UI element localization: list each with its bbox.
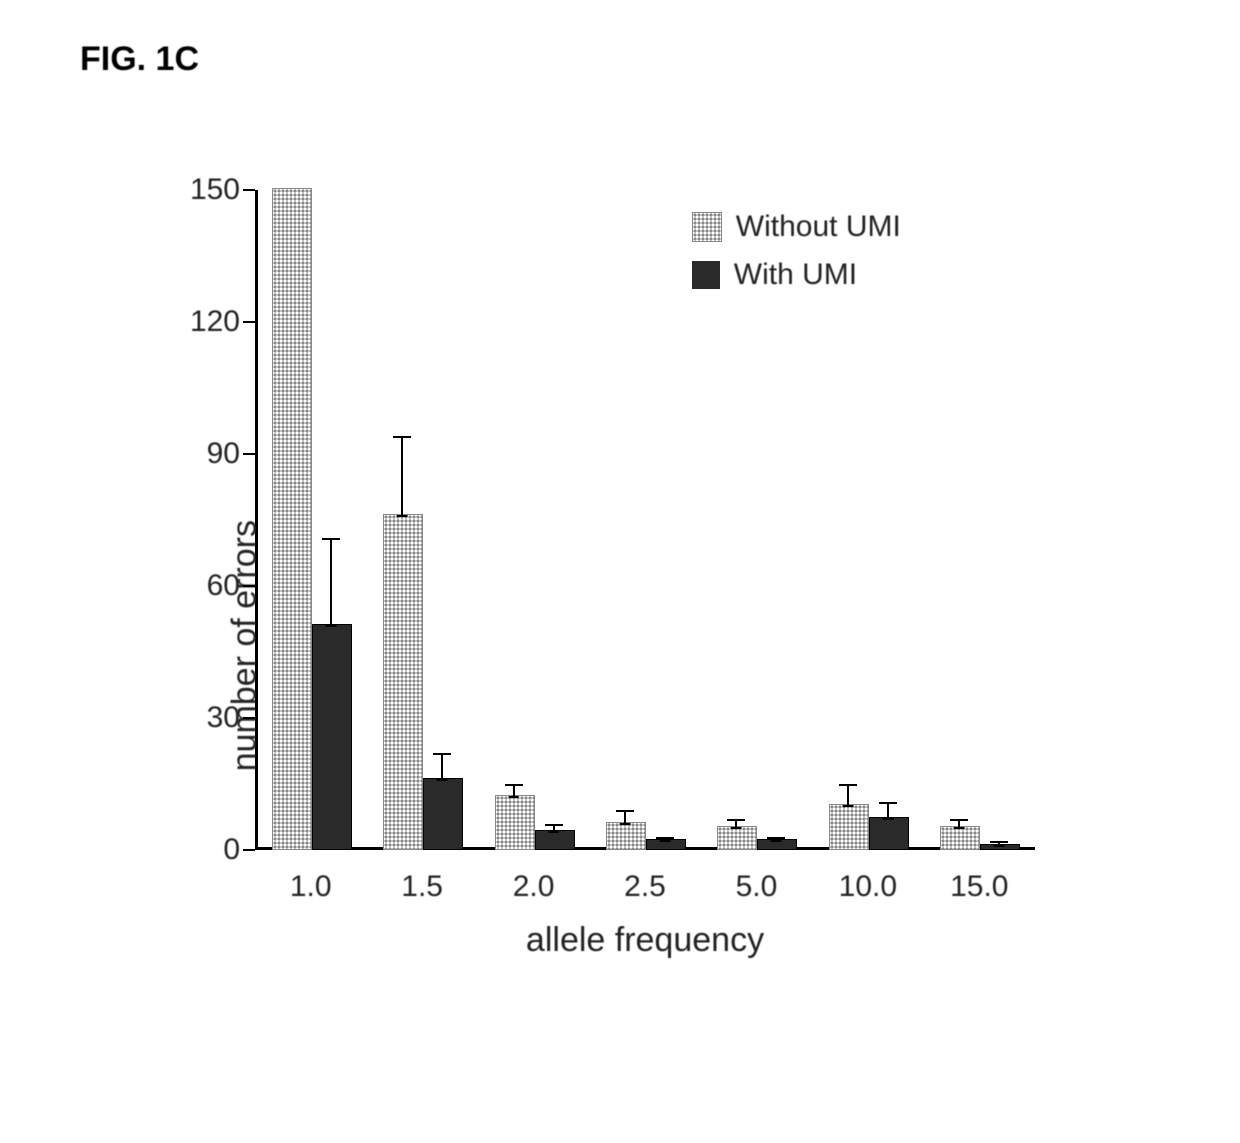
page: { "figure_label": "FIG. 1C", "chart": { … bbox=[0, 0, 1240, 1143]
error-bar-cap bbox=[397, 515, 408, 517]
legend-swatch-without-umi bbox=[692, 212, 722, 242]
error-bar-cap bbox=[620, 823, 631, 825]
y-tick-label: 0 bbox=[185, 833, 240, 867]
bar-without-umi bbox=[272, 188, 312, 850]
y-tick bbox=[243, 717, 255, 719]
x-tick-label: 2.0 bbox=[513, 870, 555, 904]
error-bar-stem bbox=[441, 753, 443, 779]
error-bar-cap bbox=[616, 810, 634, 812]
error-bar-cap bbox=[437, 779, 448, 781]
y-tick bbox=[243, 189, 255, 191]
y-tick bbox=[243, 453, 255, 455]
error-bar-cap bbox=[994, 845, 1005, 847]
error-bar-cap bbox=[990, 841, 1008, 843]
error-bar-cap bbox=[433, 753, 451, 755]
bar-without-umi bbox=[717, 826, 757, 850]
y-tick-label: 90 bbox=[185, 437, 240, 471]
legend-swatch-with-umi bbox=[692, 261, 720, 289]
x-tick-label: 5.0 bbox=[736, 870, 778, 904]
error-bar-cap bbox=[727, 819, 745, 821]
error-bar-cap bbox=[767, 837, 785, 839]
error-bar-cap bbox=[656, 837, 674, 839]
legend-label: Without UMI bbox=[736, 210, 901, 244]
error-bar-stem bbox=[887, 802, 889, 820]
bar-without-umi bbox=[606, 822, 646, 850]
y-tick-label: 30 bbox=[185, 701, 240, 735]
x-tick-label: 10.0 bbox=[839, 870, 897, 904]
y-tick bbox=[243, 849, 255, 851]
error-bar-cap bbox=[882, 818, 893, 820]
bar-without-umi bbox=[495, 795, 535, 850]
error-bar-stem bbox=[401, 436, 403, 515]
y-tick-label: 120 bbox=[185, 305, 240, 339]
bar-with-umi bbox=[312, 624, 352, 850]
error-bar-cap bbox=[548, 831, 559, 833]
x-axis-title: allele frequency bbox=[526, 921, 764, 960]
bar-without-umi bbox=[829, 804, 869, 850]
chart-container: number of errors allele frequency Withou… bbox=[140, 160, 1100, 1060]
bar-with-umi bbox=[423, 778, 463, 850]
error-bar-stem bbox=[330, 538, 332, 626]
error-bar-cap bbox=[954, 827, 965, 829]
x-tick-label: 15.0 bbox=[950, 870, 1008, 904]
bar-with-umi bbox=[869, 817, 909, 850]
error-bar-cap bbox=[545, 824, 563, 826]
error-bar-cap bbox=[731, 827, 742, 829]
y-tick bbox=[243, 321, 255, 323]
y-tick-label: 150 bbox=[185, 173, 240, 207]
plot-area: number of errors allele frequency Withou… bbox=[255, 190, 1035, 850]
error-bar-cap bbox=[839, 784, 857, 786]
legend-label: With UMI bbox=[734, 258, 857, 292]
error-bar-cap bbox=[325, 625, 336, 627]
error-bar-cap bbox=[322, 538, 340, 540]
y-tick bbox=[243, 585, 255, 587]
bar-without-umi bbox=[940, 826, 980, 850]
bar-without-umi bbox=[383, 514, 423, 850]
error-bar-cap bbox=[771, 840, 782, 842]
x-tick-label: 2.5 bbox=[624, 870, 666, 904]
legend-entry: Without UMI bbox=[692, 210, 901, 244]
error-bar-cap bbox=[393, 436, 411, 438]
error-bar-cap bbox=[660, 840, 671, 842]
legend-entry: With UMI bbox=[692, 258, 857, 292]
error-bar-stem bbox=[847, 784, 849, 806]
x-tick-label: 1.5 bbox=[401, 870, 443, 904]
x-tick-label: 1.0 bbox=[290, 870, 332, 904]
error-bar-cap bbox=[842, 805, 853, 807]
error-bar-cap bbox=[950, 819, 968, 821]
error-bar-cap bbox=[508, 796, 519, 798]
error-bar-cap bbox=[505, 784, 523, 786]
y-tick-label: 60 bbox=[185, 569, 240, 603]
error-bar-cap bbox=[879, 802, 897, 804]
figure-label: FIG. 1C bbox=[80, 40, 199, 79]
